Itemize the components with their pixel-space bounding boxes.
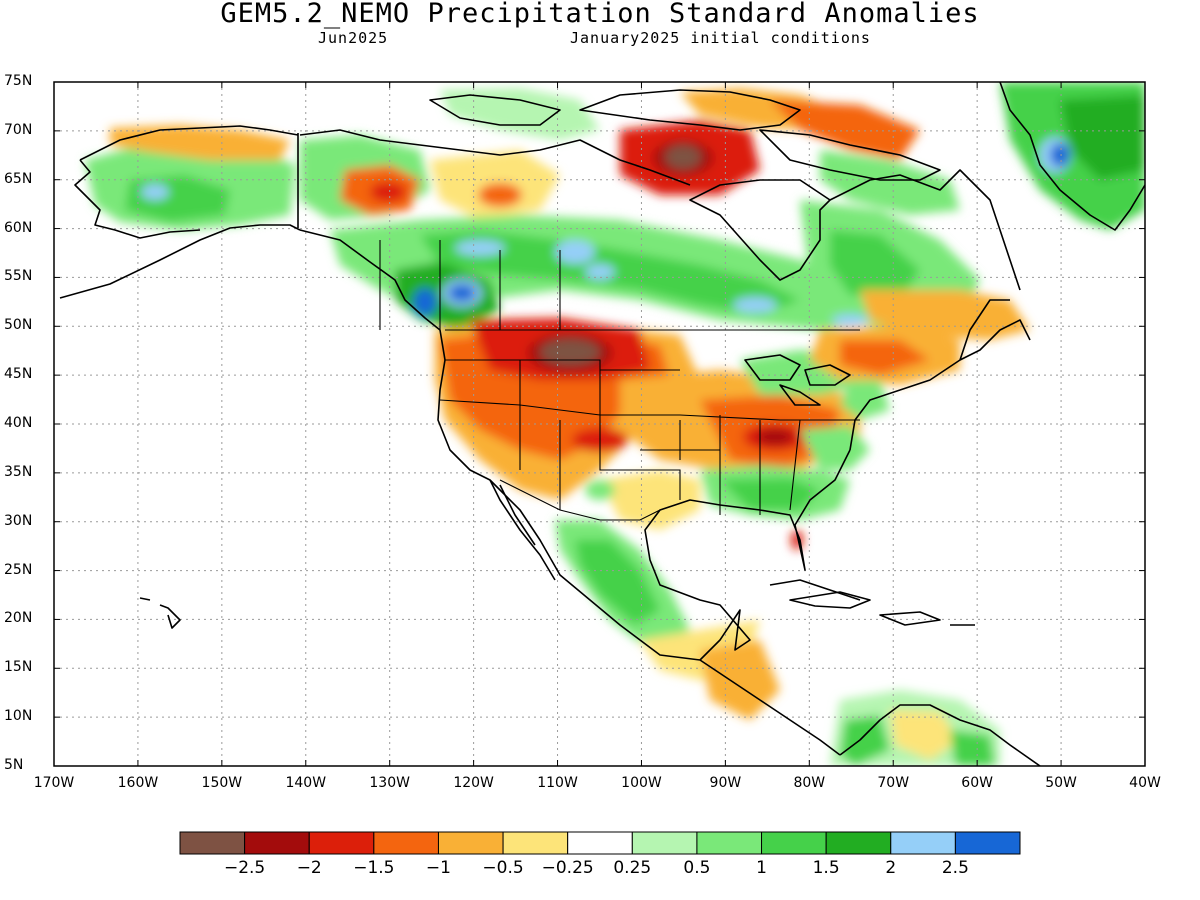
lat-label: 75N: [4, 73, 33, 89]
colorbar-label: 1.5: [812, 858, 840, 878]
lon-label: 90W: [709, 775, 742, 791]
map-title: GEM5.2_NEMO Precipitation Standard Anoma…: [220, 0, 980, 29]
lat-label: 50N: [4, 317, 33, 334]
colorbar-label: 0.5: [683, 858, 711, 878]
lon-label: 70W: [877, 775, 910, 791]
lat-label: 60N: [4, 219, 33, 236]
lat-label: 15N: [4, 659, 33, 676]
lon-label: 150W: [201, 775, 243, 791]
colorbar-swatch: [437, 831, 504, 855]
valid-month-label: Jun2025: [318, 29, 389, 47]
colorbar-swatch: [373, 831, 439, 855]
initial-conditions-label: January2025 initial conditions: [570, 29, 871, 47]
lat-label: 5N: [4, 757, 24, 773]
lon-label: 130W: [369, 775, 410, 791]
lat-label: 30N: [4, 512, 33, 529]
colorbar-swatch: [761, 831, 827, 855]
colorbar: [179, 831, 1021, 855]
axis-ticks: [53, 81, 1146, 767]
colorbar-swatch: [825, 831, 892, 855]
colorbar-label: −2.5: [223, 858, 266, 878]
colorbar-label: 1: [756, 858, 767, 878]
lon-label: 170W: [33, 775, 75, 791]
anomaly-field: [54, 82, 1145, 766]
coastlines: [59, 82, 1145, 766]
lat-label: 20N: [4, 610, 33, 627]
colorbar-label: −2: [296, 858, 322, 878]
colorbar-swatch: [179, 831, 246, 855]
lat-label: 65N: [4, 170, 33, 187]
lat-label: 55N: [4, 268, 33, 285]
colorbar-swatch: [502, 831, 569, 855]
lat-label: 35N: [4, 463, 33, 480]
colorbar-label: −1: [425, 858, 451, 878]
lon-label: 60W: [961, 775, 993, 791]
lat-label: 10N: [4, 708, 33, 725]
lon-label: 120W: [453, 775, 494, 791]
colorbar-label: 0.25: [613, 858, 652, 878]
colorbar-swatch: [308, 831, 375, 855]
colorbar-swatch: [244, 831, 310, 855]
lon-label: 50W: [1045, 775, 1077, 791]
colorbar-swatch: [631, 831, 698, 855]
colorbar-label: 2: [885, 858, 897, 878]
lat-label: 25N: [4, 561, 33, 578]
colorbar-label: −0.25: [541, 858, 594, 878]
colorbar-swatch: [954, 831, 1021, 855]
lon-label: 40W: [1129, 775, 1161, 791]
lat-label: 70N: [4, 121, 33, 138]
colorbar-swatch: [696, 831, 763, 855]
lat-label: 40N: [4, 415, 33, 431]
political-borders: [379, 240, 860, 521]
grid-lines: [54, 82, 1145, 766]
lat-label: 45N: [4, 366, 33, 383]
colorbar-label: −0.5: [482, 858, 524, 878]
lon-label: 160W: [117, 775, 159, 791]
colorbar-swatch: [890, 831, 956, 855]
colorbar-swatch: [567, 831, 633, 855]
lon-label: 110W: [537, 775, 578, 791]
colorbar-label: −1.5: [353, 858, 395, 878]
lon-label: 100W: [621, 775, 662, 791]
lon-label: 80W: [793, 775, 826, 791]
colorbar-label: 2.5: [941, 858, 969, 878]
lon-label: 140W: [285, 775, 327, 791]
